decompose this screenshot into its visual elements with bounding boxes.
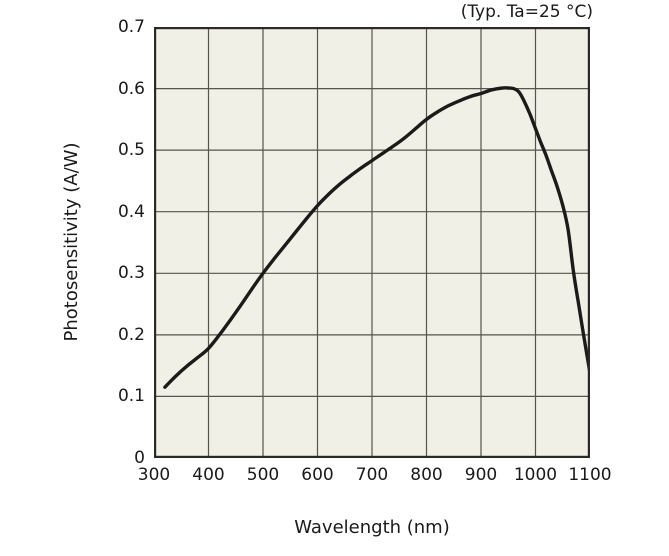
y-tick-label: 0.2 [117, 324, 145, 345]
y-tick-label: 0.4 [117, 201, 145, 222]
x-tick-label: 300 [137, 465, 171, 485]
chart-condition-annotation: (Typ. Ta=25 °C) [460, 2, 593, 22]
x-tick-label: 900 [464, 465, 498, 485]
y-tick-label: 0.3 [117, 263, 145, 284]
x-axis-title: Wavelength (nm) [294, 517, 450, 538]
x-tick-label: 800 [410, 465, 443, 485]
x-tick-label: 700 [355, 465, 389, 485]
x-tick-label: 1100 [568, 465, 612, 485]
y-tick-label: 0.7 [117, 17, 145, 37]
x-tick-label: 500 [246, 465, 280, 485]
y-tick-label: 0.5 [117, 140, 145, 161]
y-tick-label: 0 [134, 448, 145, 468]
y-tick-label: 0.6 [117, 78, 145, 99]
plot-svg [154, 27, 590, 458]
x-tick-label: 600 [301, 465, 334, 485]
x-tick-label: 1000 [513, 465, 558, 485]
y-tick-label: 0.1 [117, 386, 145, 407]
x-tick-label: 400 [192, 465, 225, 485]
plot-area [154, 27, 590, 458]
